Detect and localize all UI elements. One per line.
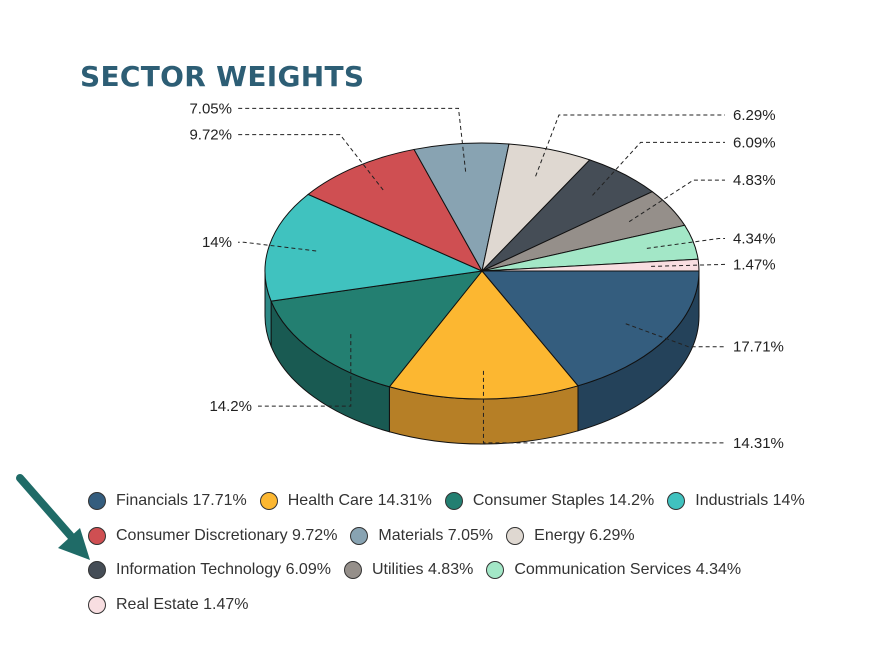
legend-swatch bbox=[444, 492, 463, 511]
legend-item: Consumer Discretionary 9.72% bbox=[88, 526, 338, 545]
slice-label: 14% bbox=[202, 234, 232, 251]
legend-swatch bbox=[88, 595, 106, 614]
page-title: SECTOR WEIGHTS bbox=[80, 60, 365, 93]
slice-label: 17.71% bbox=[733, 339, 784, 356]
pie-slice-industrials bbox=[264, 193, 484, 302]
leader-line bbox=[238, 134, 384, 191]
legend-swatch bbox=[259, 492, 278, 511]
legend-label: Industrials 14% bbox=[695, 492, 805, 510]
slice-label: 14.2% bbox=[209, 398, 252, 415]
legend-row: Information Technology 6.09% Utilities 4.… bbox=[88, 553, 878, 588]
legend-item: Real Estate 1.47% bbox=[88, 595, 249, 614]
slice-label: 6.29% bbox=[733, 107, 776, 124]
legend-swatch bbox=[343, 561, 362, 580]
legend-swatch bbox=[506, 526, 525, 545]
leader-line bbox=[258, 334, 352, 407]
legend-label: Financials 17.71% bbox=[116, 492, 247, 510]
leader-line bbox=[535, 114, 725, 177]
chart-legend: Financials 17.71% Health Care 14.31% Consu… bbox=[88, 484, 878, 622]
leader-line bbox=[482, 370, 725, 444]
legend-label: Health Care 14.31% bbox=[287, 492, 432, 510]
legend-row: Financials 17.71% Health Care 14.31% Consu… bbox=[88, 484, 878, 519]
legend-swatch bbox=[88, 526, 106, 545]
legend-row: Real Estate 1.47% bbox=[88, 588, 878, 623]
slice-label: 6.09% bbox=[733, 134, 776, 151]
leader-line bbox=[592, 141, 725, 196]
legend-swatch bbox=[667, 492, 686, 511]
legend-item: Materials 7.05% bbox=[350, 526, 494, 545]
slice-label: 4.34% bbox=[733, 231, 776, 248]
legend-item: Information Technology 6.09% bbox=[88, 561, 331, 580]
legend-label: Materials 7.05% bbox=[378, 526, 494, 544]
slice-label: 4.83% bbox=[733, 172, 776, 189]
legend-label: Real Estate 1.47% bbox=[116, 595, 249, 613]
legend-label: Consumer Staples 14.2% bbox=[472, 492, 655, 510]
slice-label: 14.31% bbox=[733, 435, 784, 452]
leader-line bbox=[238, 241, 317, 252]
legend-item: Energy 6.29% bbox=[506, 526, 635, 545]
leader-line bbox=[238, 107, 467, 172]
legend-label: Energy 6.29% bbox=[534, 526, 635, 544]
pie-slice-consumer-staples bbox=[270, 270, 484, 388]
legend-label: Communication Services 4.34% bbox=[514, 561, 742, 579]
leader-line bbox=[646, 238, 725, 249]
sector-pie-chart: 17.71% 14.31% 14.2% 14% 9.72% 7.05% 6.29% 6.09%… bbox=[189, 100, 783, 452]
legend-swatch bbox=[350, 526, 369, 545]
legend-item: Utilities 4.83% bbox=[343, 561, 474, 580]
pie-slice-real-estate bbox=[481, 258, 700, 272]
legend-swatch bbox=[486, 561, 505, 580]
leader-line bbox=[625, 323, 725, 348]
legend-item: Health Care 14.31% bbox=[259, 492, 432, 511]
legend-swatch bbox=[88, 561, 106, 580]
slice-label: 9.72% bbox=[189, 127, 232, 144]
pie-top-faces bbox=[264, 142, 700, 400]
legend-label: Utilities 4.83% bbox=[371, 561, 474, 579]
leader-line bbox=[651, 263, 725, 267]
legend-label: Consumer Discretionary 9.72% bbox=[116, 526, 338, 544]
slice-label: 7.05% bbox=[189, 100, 232, 117]
legend-item: Consumer Staples 14.2% bbox=[444, 492, 655, 511]
pie-slice-consumer-discretionary bbox=[307, 148, 484, 273]
slice-label: 1.47% bbox=[733, 256, 776, 273]
legend-item: Communication Services 4.34% bbox=[486, 561, 742, 580]
legend-item: Industrials 14% bbox=[667, 492, 805, 511]
legend-swatch bbox=[88, 492, 106, 511]
legend-row: Consumer Discretionary 9.72% Materials 7.… bbox=[88, 519, 878, 554]
pie-labels: 17.71% 14.31% 14.2% 14% 9.72% 7.05% 6.29% 6.09%… bbox=[189, 100, 783, 452]
legend-item: Financials 17.71% bbox=[88, 492, 247, 511]
legend-label: Information Technology 6.09% bbox=[116, 561, 331, 579]
